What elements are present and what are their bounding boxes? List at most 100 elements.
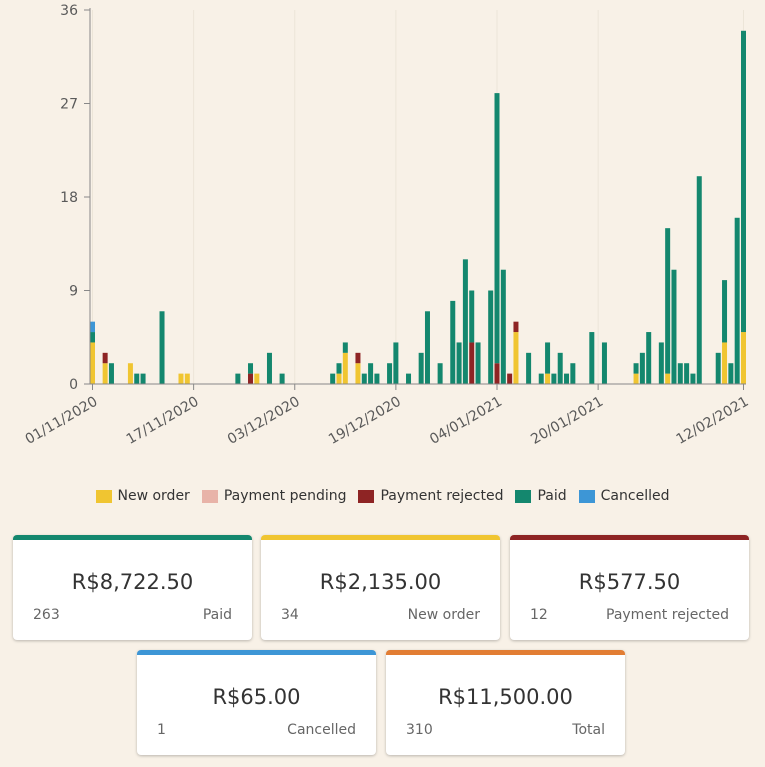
bar-segment-paid (671, 269, 677, 384)
bar-segment-paid (450, 300, 456, 384)
bar-segment-paid (330, 373, 336, 384)
bar-segment-paid (646, 332, 652, 384)
bar-segment-paid (639, 352, 645, 384)
bar-segment-paid (248, 363, 254, 374)
legend-item-payment-pending[interactable]: Payment pending (201, 488, 346, 504)
bar-segment-paid (387, 363, 393, 384)
card-label: Paid (202, 607, 232, 623)
bar-segment-paid (424, 311, 430, 384)
bar-segment-paid (279, 373, 285, 384)
bar-segment-paid (134, 373, 140, 384)
bar-segment-payment-rejected (102, 352, 108, 364)
x-tick-label: 12/02/2021 (674, 394, 752, 448)
bar-segment-paid (526, 352, 532, 384)
legend-label: Cancelled (600, 488, 670, 504)
bar-segment-new-order (342, 352, 348, 384)
bar-segment-payment-rejected (494, 363, 500, 384)
bar-segment-paid (488, 290, 494, 384)
x-tick-label: 03/12/2020 (225, 394, 303, 448)
bar-segment-paid (469, 290, 475, 343)
legend-item-cancelled[interactable]: Cancelled (578, 488, 670, 504)
bar-segment-paid (374, 373, 380, 384)
bar-segment-paid (462, 259, 468, 384)
bar-segment-payment-rejected (355, 352, 361, 364)
x-tick-label: 01/11/2020 (23, 394, 101, 448)
summary-card-cancelled: R$65.00 1 Cancelled (137, 650, 376, 755)
bar-segment-new-order (102, 363, 108, 384)
bar-segment-paid (437, 363, 443, 384)
y-tick-label: 36 (60, 3, 78, 19)
bar-segment-paid (690, 373, 696, 384)
orders-chart: 0 9 18 27 36 01/11/2020 17/11/2020 03/12/2020 19… (23, 3, 752, 448)
legend-label: Paid (537, 488, 567, 504)
legend-label: Payment rejected (380, 488, 504, 504)
bar-segment-new-order (741, 332, 746, 384)
summary-card-paid: R$8,722.50 263 Paid (13, 535, 252, 640)
bar-segment-paid (715, 352, 721, 384)
y-tick-label: 0 (69, 377, 78, 393)
bar-segment-paid (589, 332, 595, 384)
bar-segment-cancelled (90, 321, 95, 333)
legend-swatch (95, 489, 112, 503)
bar-segment-paid (658, 342, 664, 384)
bar-segment-payment-rejected (513, 321, 519, 333)
bar-segment-new-order (513, 332, 519, 384)
x-tick-label: 20/01/2021 (528, 394, 606, 448)
card-amount: R$11,500.00 (438, 685, 573, 709)
bar-segment-paid (734, 217, 740, 384)
bar-segment-paid (728, 363, 734, 384)
bar-segment-paid (90, 332, 95, 343)
card-count: 1 (157, 722, 166, 738)
bar-segment-paid (140, 373, 146, 384)
card-count: 310 (406, 722, 433, 738)
legend-item-new-order[interactable]: New order (95, 488, 190, 504)
card-amount: R$2,135.00 (319, 570, 442, 594)
bar-segment-paid (538, 373, 544, 384)
x-tick-label: 17/11/2020 (124, 394, 202, 448)
bar-segment-new-order (178, 373, 184, 384)
legend-swatch (515, 489, 532, 503)
card-label: Cancelled (287, 722, 356, 738)
bar-segment-paid (545, 342, 551, 374)
bar-segment-paid (665, 228, 671, 374)
card-count: 34 (281, 607, 299, 623)
bar-segment-paid (361, 373, 367, 384)
y-tick-label: 18 (60, 190, 78, 206)
summary-card-total: R$11,500.00 310 Total (386, 650, 625, 755)
bar-segment-new-order (90, 342, 95, 384)
card-amount: R$65.00 (212, 685, 301, 709)
bar-segment-paid (159, 311, 165, 384)
bar-segment-paid (500, 269, 506, 384)
bar-segment-paid (368, 363, 374, 384)
chart-bars (90, 30, 746, 384)
legend-swatch (201, 489, 218, 503)
bar-segment-paid (108, 363, 114, 384)
bar-segment-new-order (127, 363, 133, 384)
x-tick-label: 04/01/2021 (427, 394, 505, 448)
bar-segment-new-order (545, 373, 551, 384)
bar-segment-new-order (665, 373, 671, 384)
x-tick-label: 19/12/2020 (326, 394, 404, 448)
legend-swatch (358, 489, 375, 503)
bar-segment-paid (406, 373, 412, 384)
bar-segment-paid (677, 363, 683, 384)
bar-segment-payment-rejected (469, 342, 475, 384)
bar-segment-paid (418, 352, 424, 384)
bar-segment-paid (564, 373, 570, 384)
legend-item-payment-rejected[interactable]: Payment rejected (358, 488, 503, 504)
summary-card-new-order: R$2,135.00 34 New order (261, 535, 500, 640)
bar-segment-paid (633, 363, 639, 374)
bar-segment-paid (235, 373, 241, 384)
card-label: New order (407, 607, 480, 623)
chart-grid (92, 10, 744, 384)
bar-segment-paid (696, 176, 702, 384)
legend-item-paid[interactable]: Paid (515, 488, 567, 504)
bar-segment-paid (475, 342, 481, 384)
bar-segment-new-order (355, 363, 361, 384)
bar-segment-paid (336, 363, 342, 374)
bar-segment-paid (684, 363, 690, 384)
card-count: 12 (530, 607, 548, 623)
legend-swatch (578, 489, 595, 503)
legend-label: New order (117, 488, 190, 504)
bar-segment-new-order (254, 373, 260, 384)
